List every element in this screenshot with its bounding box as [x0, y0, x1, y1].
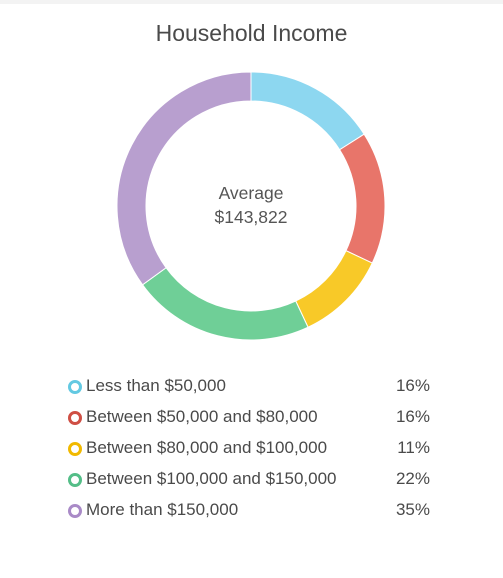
chart-legend: Less than $50,000 16% Between $50,000 an… — [66, 372, 446, 527]
legend-item: Between $80,000 and $100,000 11% — [66, 434, 446, 465]
legend-marker — [68, 504, 82, 518]
legend-marker — [68, 380, 82, 394]
legend-value: 11% — [397, 438, 430, 457]
legend-marker — [68, 442, 82, 456]
legend-item: Between $100,000 and $150,000 22% — [66, 465, 446, 496]
center-average-value: $143,822 — [214, 207, 288, 227]
legend-label: Between $100,000 and $150,000 — [86, 469, 337, 488]
chart-title: Household Income — [155, 20, 348, 46]
legend-value: 22% — [395, 469, 430, 488]
legend-label: Between $80,000 and $100,000 — [86, 438, 328, 457]
legend-item: More than $150,000 35% — [66, 496, 446, 527]
legend-marker — [68, 473, 82, 487]
legend-item: Between $50,000 and $80,000 16% — [66, 403, 446, 434]
center-caption: Average — [218, 183, 284, 203]
legend-label: More than $150,000 — [86, 500, 239, 519]
donut-slices — [116, 71, 386, 341]
legend-value: 16% — [395, 407, 430, 426]
donut-slice-1 — [250, 71, 365, 151]
donut-slice-3 — [295, 250, 373, 328]
donut-slice-4 — [141, 267, 309, 341]
legend-value: 35% — [395, 500, 430, 519]
donut-center-label: Average $143,822 — [151, 181, 351, 229]
donut-slice-5 — [116, 71, 252, 286]
top-divider — [0, 0, 503, 4]
legend-label: Between $50,000 and $80,000 — [86, 407, 318, 426]
legend-marker — [68, 411, 82, 425]
legend-value: 16% — [395, 376, 430, 395]
legend-label: Less than $50,000 — [86, 376, 226, 395]
legend-item: Less than $50,000 16% — [66, 372, 446, 403]
